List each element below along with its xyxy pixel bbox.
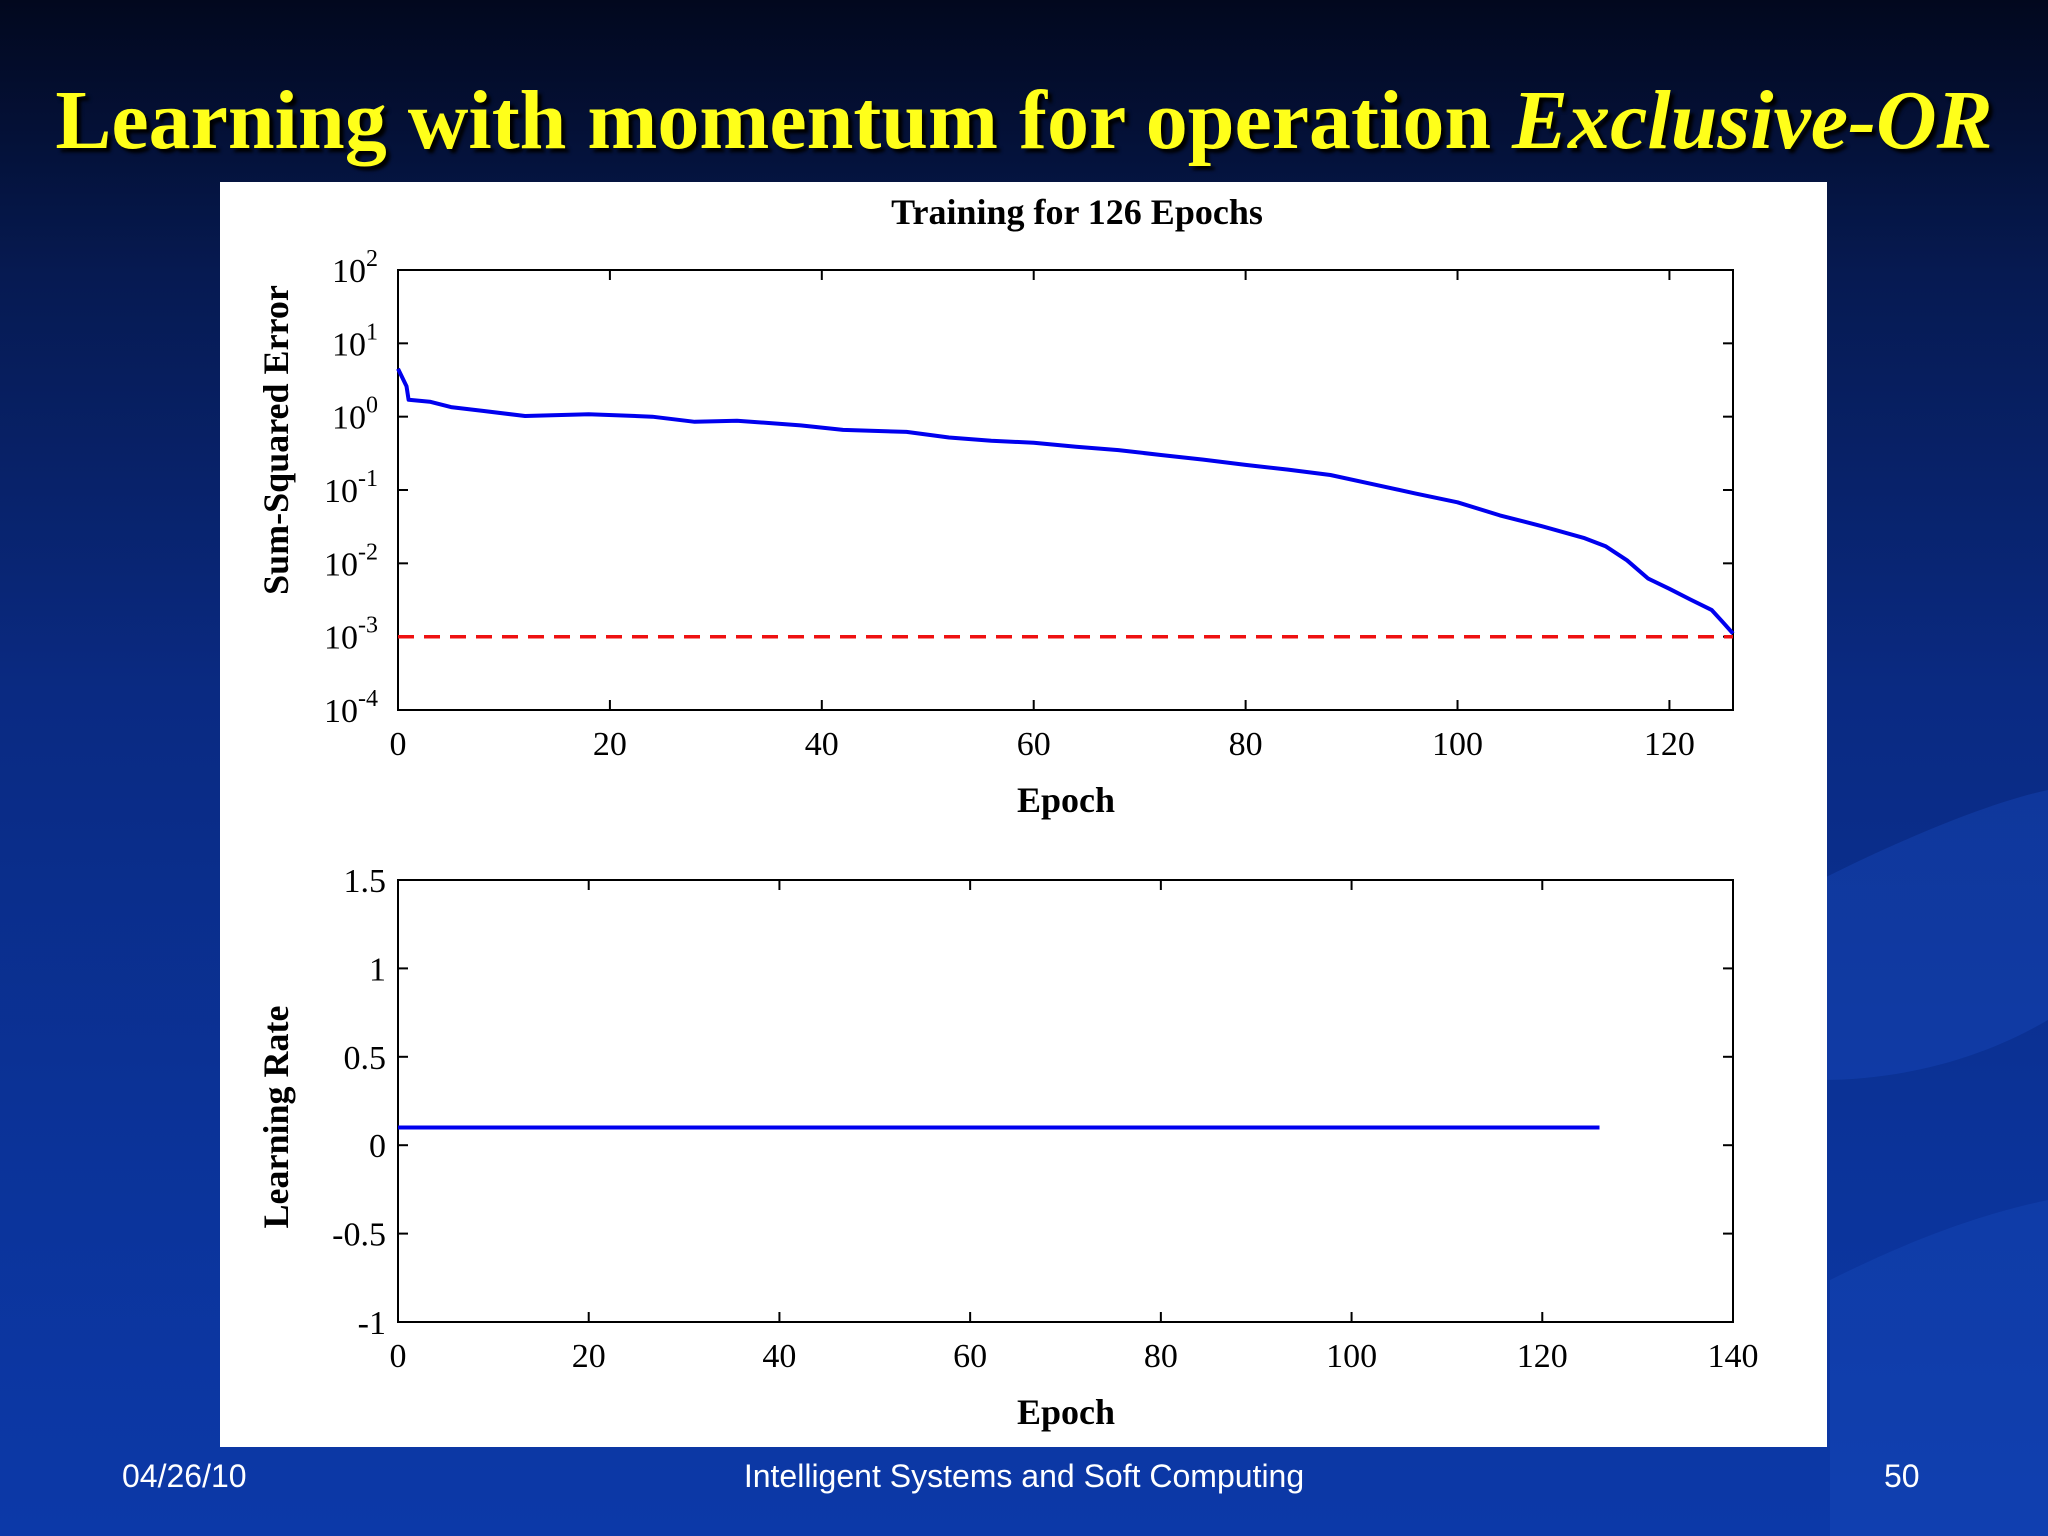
error-y-tick-label: 100: [332, 393, 378, 437]
slide-title-emphasis: Exclusive-OR: [1512, 74, 1993, 167]
rate-y-tick-label: 1: [369, 951, 386, 988]
error-x-tick-label: 0: [390, 726, 407, 763]
rate-chart-ylabel: Learning Rate: [256, 1005, 296, 1228]
rate-x-tick-label: 100: [1326, 1338, 1377, 1375]
footer-date: 04/26/10: [122, 1458, 247, 1494]
error-x-tick-label: 40: [805, 726, 839, 763]
footer-course: Intelligent Systems and Soft Computing: [743, 1458, 1305, 1494]
rate-x-tick-label: 20: [572, 1338, 606, 1375]
error-chart-axes-box: [397, 269, 1734, 711]
error-y-tick-label: 10-3: [324, 613, 378, 657]
footer-page-number: 50: [1884, 1458, 1920, 1494]
rate-x-tick-label: 80: [1144, 1338, 1178, 1375]
figure-svg: Training for 126 Epochs Epoch Sum-Square…: [256, 192, 1759, 1432]
rate-y-tick-label: -1: [358, 1305, 386, 1342]
figure-panel: Training for 126 Epochs Epoch Sum-Square…: [220, 182, 1827, 1447]
learning-rate-chart: Epoch Learning Rate 0 20 40 60 80 100 120 140 1.…: [256, 863, 1759, 1432]
rate-x-tick-label: 60: [953, 1338, 987, 1375]
error-chart-title: Training for 126 Epochs: [891, 192, 1263, 232]
error-y-tick-label: 10-2: [324, 539, 378, 583]
rate-x-tick-label: 40: [762, 1338, 796, 1375]
error-y-tick-label: 101: [332, 319, 378, 363]
error-y-tick-label: 102: [332, 246, 378, 290]
rate-chart-xlabel: Epoch: [1017, 1392, 1115, 1432]
error-x-tick-label: 120: [1644, 726, 1695, 763]
rate-y-tick-label: 0: [369, 1128, 386, 1165]
rate-y-tick-label: 1.5: [344, 863, 387, 900]
rate-x-tick-label: 120: [1517, 1338, 1568, 1375]
error-series-line: [396, 367, 1735, 635]
rate-y-tick-label: -0.5: [332, 1217, 386, 1254]
error-y-tick-label: 10-1: [324, 466, 378, 510]
slide-title-main: Learning with momentum for operation: [55, 74, 1513, 167]
slide-title: Learning with momentum for operation Exc…: [0, 72, 2048, 169]
rate-x-tick-label: 140: [1708, 1338, 1759, 1375]
error-x-tick-label: 80: [1229, 726, 1263, 763]
error-x-tick-label: 60: [1017, 726, 1051, 763]
rate-chart-axes-box: [397, 879, 1734, 1323]
error-x-tick-label: 20: [593, 726, 627, 763]
rate-x-tick-label: 0: [390, 1338, 407, 1375]
error-chart: Training for 126 Epochs Epoch Sum-Square…: [256, 192, 1735, 820]
rate-y-tick-label: 0.5: [344, 1040, 387, 1077]
error-chart-xlabel: Epoch: [1017, 780, 1115, 820]
error-chart-ylabel: Sum-Squared Error: [256, 285, 296, 595]
error-y-tick-label: 10-4: [324, 686, 378, 730]
error-x-tick-label: 100: [1432, 726, 1483, 763]
